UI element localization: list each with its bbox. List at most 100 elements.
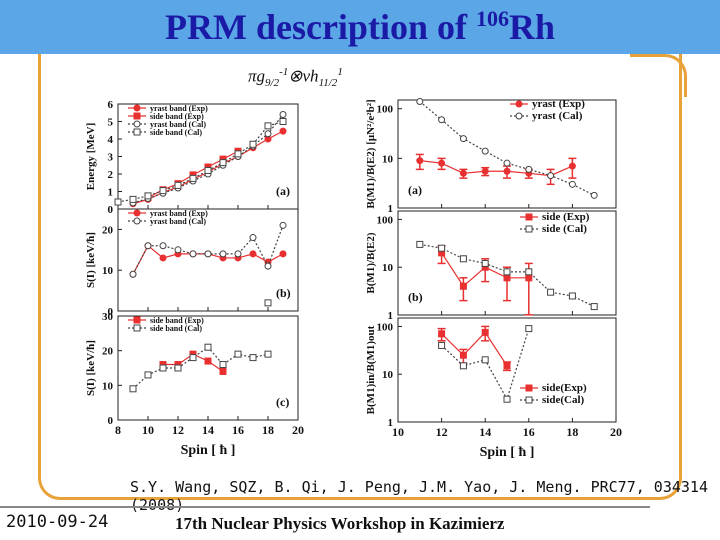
data-point (481, 356, 489, 364)
data-point (525, 325, 533, 333)
legend-marker (133, 209, 141, 217)
x-tick-label: 14 (202, 423, 214, 437)
data-point (264, 262, 272, 270)
data-point (129, 270, 137, 278)
data-point (174, 246, 182, 254)
data-point (459, 255, 467, 263)
legend-marker (133, 112, 141, 120)
panel-label: (b) (276, 286, 291, 300)
legend-label: side(Exp) (542, 382, 587, 394)
data-point (525, 165, 533, 173)
data-point (416, 157, 424, 165)
data-point (547, 288, 555, 296)
data-point (568, 292, 576, 300)
series-line (441, 331, 508, 367)
data-point (249, 354, 257, 362)
legend-label: yrast (Exp) (532, 98, 585, 110)
data-point (481, 259, 489, 267)
y-tick-label: 3 (108, 152, 114, 164)
data-point (481, 147, 489, 155)
data-point (189, 250, 197, 258)
data-point (503, 274, 511, 282)
configuration-label: πg9/2-1⊗νh11/21 (248, 66, 343, 90)
y-tick-label: 5 (108, 117, 114, 129)
plot-frame-e (397, 210, 617, 316)
data-point (144, 192, 152, 200)
legend-label: yrast (Cal) (532, 110, 583, 122)
legend-label: side band (Exp) (150, 316, 204, 325)
plot-frame-c (117, 315, 299, 421)
y-tick-label: 6 (108, 99, 114, 111)
x-tick-label: 14 (479, 425, 491, 439)
data-point (159, 254, 167, 262)
data-point (144, 371, 152, 379)
y-tick-label: 20 (102, 346, 114, 358)
x-tick-label: 10 (142, 423, 154, 437)
y-tick-label: 100 (377, 214, 394, 226)
series-line (419, 101, 595, 196)
y-tick-label: 0 (108, 415, 114, 427)
legend-marker (525, 213, 533, 221)
x-tick-label: 8 (115, 423, 121, 437)
data-point (159, 242, 167, 250)
data-point (264, 130, 272, 138)
data-point (279, 111, 287, 118)
x-axis-label: Spin [ ħ ] (480, 445, 535, 460)
legend-label: side(Cal) (542, 394, 585, 406)
series-line (132, 225, 284, 275)
data-point (503, 395, 511, 403)
citation: S.Y. Wang, SQZ, B. Qi, J. Peng, J.M. Yao… (130, 478, 708, 514)
legend-marker (133, 104, 141, 112)
x-tick-label: 20 (292, 423, 304, 437)
plot-frame-d (397, 99, 617, 209)
data-point (459, 135, 467, 143)
series-line (132, 346, 269, 390)
y-tick-label: 30 (102, 311, 114, 323)
legend-marker (525, 396, 533, 404)
legend-marker (133, 128, 141, 136)
data-point (234, 250, 242, 258)
data-point (590, 303, 598, 311)
legend-label: yrast band (Exp) (150, 104, 208, 113)
series-line (419, 160, 573, 177)
legend-marker (133, 217, 141, 225)
data-point (503, 362, 511, 370)
data-point (547, 172, 555, 180)
x-tick-label: 10 (392, 425, 404, 439)
data-point (279, 250, 287, 258)
legend-label: yrast band (Cal) (150, 120, 206, 129)
data-point (264, 122, 272, 130)
y-tick-label: 0 (108, 306, 114, 318)
content-frame (38, 54, 682, 500)
data-point (204, 250, 212, 258)
data-point (249, 234, 257, 242)
data-point (503, 159, 511, 167)
y-tick-label: 0 (108, 204, 114, 216)
data-point (525, 268, 533, 276)
data-point (481, 328, 489, 336)
data-point (114, 198, 122, 206)
y-axis-label: Energy [MeV] (85, 123, 97, 191)
data-point (438, 330, 446, 338)
legend-label: side band (Cal) (150, 324, 202, 333)
plot-frame-f (397, 317, 617, 423)
data-point (459, 282, 467, 290)
data-point (249, 140, 257, 148)
legend-marker (133, 324, 141, 332)
y-tick-label: 1 (388, 310, 394, 322)
data-point (568, 162, 576, 170)
title-bar (0, 0, 720, 54)
data-point (279, 221, 287, 229)
data-point (279, 118, 287, 125)
legend-marker (133, 120, 141, 128)
y-tick-label: 100 (377, 104, 394, 116)
y-tick-label: 10 (382, 262, 394, 274)
data-point (503, 268, 511, 276)
data-point (249, 250, 257, 258)
panel-label: (c) (276, 395, 289, 409)
data-point (459, 351, 467, 359)
y-axis-label: B(M1)/B(E2) (365, 232, 377, 293)
date: 2010-09-24 (6, 512, 109, 532)
x-tick-label: 20 (610, 425, 622, 439)
